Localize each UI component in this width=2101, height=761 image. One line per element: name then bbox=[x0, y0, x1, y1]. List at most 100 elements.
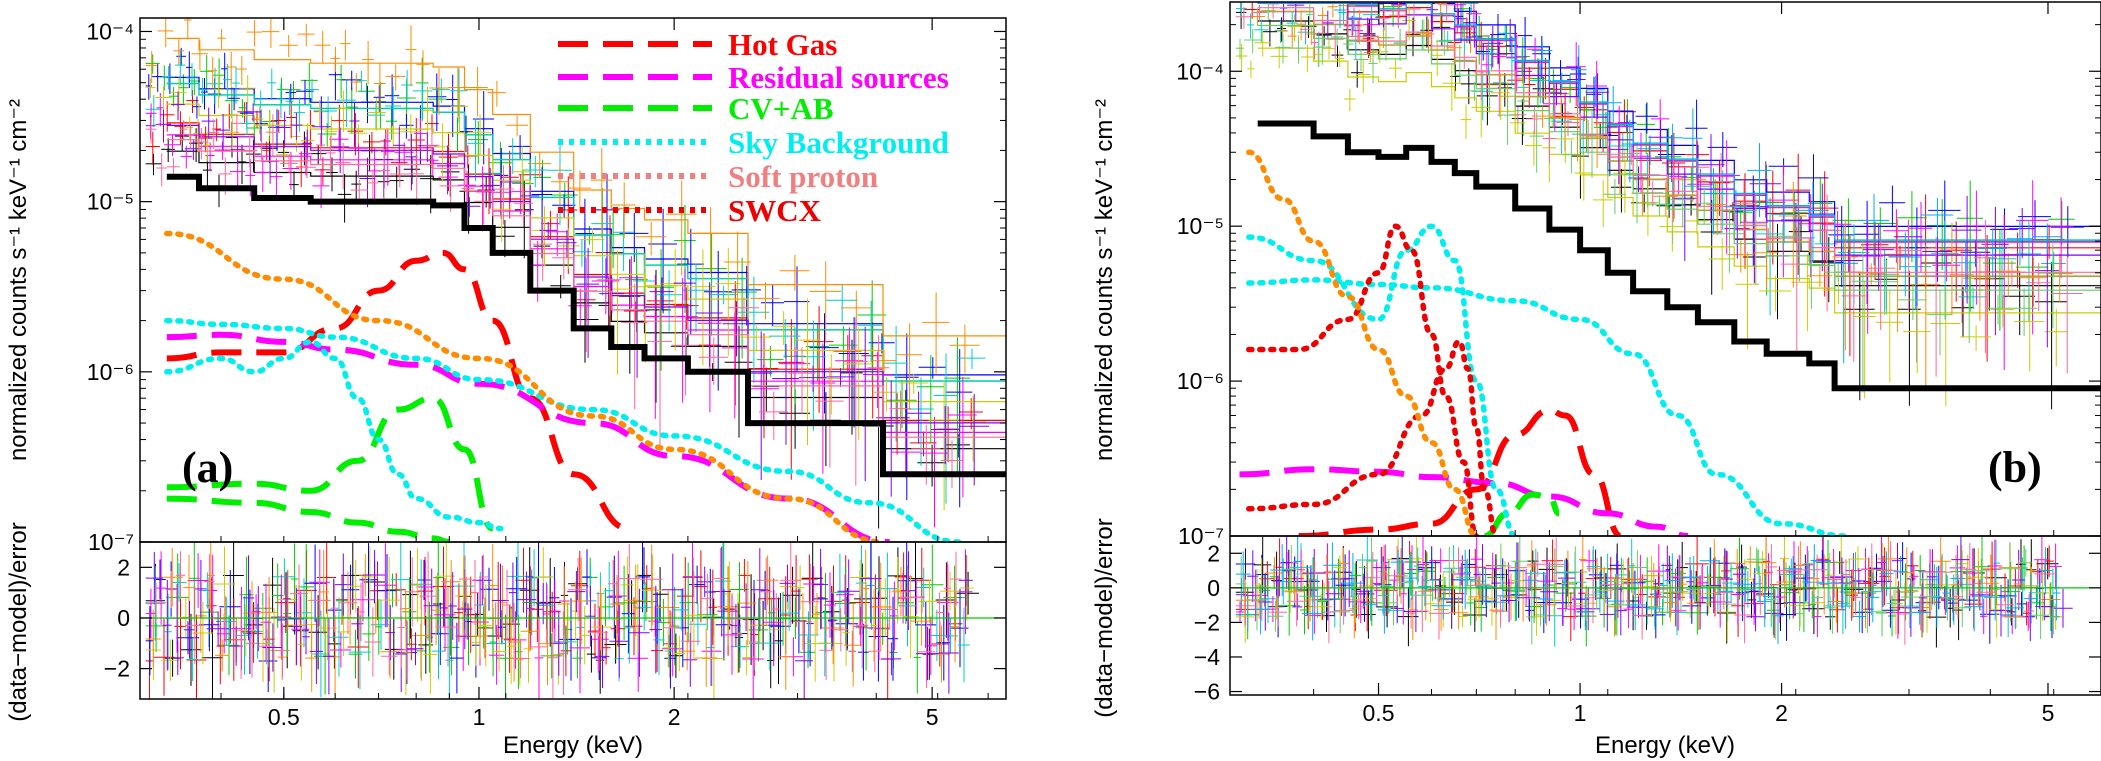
series-soft-proton-model bbox=[164, 230, 886, 542]
residual-point bbox=[215, 597, 238, 646]
residual-point bbox=[479, 584, 492, 667]
residual-point bbox=[1964, 582, 1984, 632]
residual-point bbox=[1754, 575, 1766, 615]
residual-point bbox=[916, 567, 931, 608]
data-point bbox=[265, 114, 280, 157]
residual-point bbox=[1509, 542, 1528, 593]
data-point bbox=[1343, 18, 1362, 36]
residual-point bbox=[1852, 600, 1867, 633]
residual-point bbox=[309, 618, 323, 685]
residual-point bbox=[1733, 566, 1757, 602]
residual-point bbox=[164, 593, 172, 670]
data-point bbox=[1426, 2, 1438, 33]
data-point bbox=[1529, 58, 1546, 109]
data-point bbox=[200, 55, 214, 93]
residual-point bbox=[959, 555, 974, 621]
data-point bbox=[1585, 73, 1609, 119]
residual-point bbox=[868, 630, 882, 673]
data-point bbox=[551, 165, 569, 203]
residual-point bbox=[214, 596, 236, 642]
residual-point bbox=[1489, 543, 1512, 589]
residual-point bbox=[419, 551, 437, 641]
data-point bbox=[155, 109, 172, 143]
spectrum-model-line bbox=[1257, 2, 2101, 241]
residual-point bbox=[721, 594, 743, 675]
data-point bbox=[145, 117, 157, 144]
residual-point bbox=[1545, 548, 1564, 585]
residual-point bbox=[547, 617, 559, 698]
residual-point bbox=[329, 597, 349, 677]
data-point bbox=[1254, 31, 1271, 57]
residual-point bbox=[1576, 594, 1594, 631]
residual-point bbox=[881, 589, 898, 630]
residual-point bbox=[2019, 548, 2032, 577]
residual-point bbox=[1812, 580, 1824, 616]
residual-point bbox=[683, 542, 702, 622]
data-point bbox=[1724, 190, 1748, 229]
residual-point bbox=[1860, 543, 1883, 596]
residual-point bbox=[153, 618, 175, 696]
residual-point bbox=[1700, 567, 1719, 607]
residual-point bbox=[673, 589, 690, 631]
data-point bbox=[747, 364, 779, 425]
residual-point bbox=[1956, 544, 1968, 583]
residual-point bbox=[260, 577, 278, 648]
residual-point bbox=[402, 577, 417, 647]
data-point bbox=[2020, 257, 2047, 307]
spectrum-model-line bbox=[166, 134, 1006, 433]
data-point bbox=[255, 157, 271, 192]
data-point bbox=[312, 111, 331, 147]
residual-point bbox=[778, 623, 794, 690]
legend-label-sky-background: Sky Background bbox=[728, 125, 949, 160]
y-tick-label: 10⁻⁵ bbox=[1177, 213, 1224, 239]
residual-point bbox=[1611, 574, 1621, 635]
residual-point bbox=[1449, 562, 1458, 610]
residual-point bbox=[902, 575, 919, 659]
residual-point bbox=[405, 628, 417, 661]
legend-entry-soft-proton: Soft proton bbox=[558, 159, 878, 194]
data-point bbox=[318, 96, 337, 130]
data-point bbox=[145, 78, 156, 98]
data-point bbox=[168, 87, 179, 107]
residual-point bbox=[550, 580, 560, 643]
data-point bbox=[145, 94, 162, 127]
data-point bbox=[2044, 309, 2068, 367]
residual-point bbox=[1301, 565, 1320, 598]
residual-point bbox=[273, 558, 296, 596]
residual-point bbox=[436, 587, 459, 667]
residual-point bbox=[330, 584, 339, 633]
residual-point bbox=[1870, 553, 1883, 583]
residual-point bbox=[2044, 545, 2054, 577]
residual-point bbox=[800, 563, 820, 640]
data-point bbox=[1984, 295, 2011, 325]
residual-point bbox=[1555, 574, 1576, 612]
residual-point bbox=[1455, 559, 1477, 595]
data-point bbox=[857, 280, 887, 383]
residual-point bbox=[870, 589, 878, 662]
data-point bbox=[1249, 8, 1266, 26]
data-point bbox=[1434, 2, 1447, 29]
data-point bbox=[907, 377, 934, 466]
residual-point bbox=[491, 563, 509, 638]
residual-point bbox=[560, 625, 571, 677]
data-point bbox=[2035, 262, 2068, 410]
data-point bbox=[1331, 28, 1344, 47]
residual-point bbox=[1387, 545, 1407, 606]
data-point bbox=[1865, 236, 1896, 331]
data-point bbox=[161, 66, 175, 90]
data-point bbox=[155, 86, 172, 111]
residual-point bbox=[1463, 598, 1487, 632]
residual-point bbox=[1359, 562, 1375, 610]
residual-point bbox=[214, 639, 230, 672]
data-point bbox=[1305, 24, 1318, 45]
data-point bbox=[211, 74, 226, 109]
residual-point bbox=[1429, 559, 1441, 600]
y-tick-label: 10⁻⁴ bbox=[1176, 58, 1224, 84]
y-tick-label: 10⁻⁴ bbox=[86, 18, 134, 44]
data-point bbox=[896, 323, 922, 410]
residual-point bbox=[1970, 579, 1990, 611]
data-point bbox=[1797, 238, 1825, 309]
residual-point bbox=[305, 624, 318, 692]
data-point bbox=[708, 285, 738, 305]
residual-point bbox=[648, 605, 662, 637]
